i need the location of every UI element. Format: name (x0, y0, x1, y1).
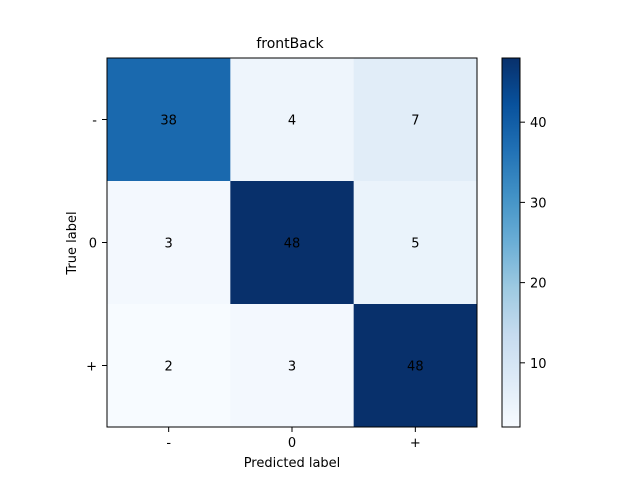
y-tick-label-0: - (92, 114, 97, 129)
x-tick-label-0: - (166, 436, 171, 451)
colorbar-frame (501, 57, 521, 428)
heatmap-cell-2-2 (353, 304, 478, 428)
heatmap-value-0-0: 38 (160, 114, 177, 129)
heatmap-value-2-0: 2 (165, 360, 173, 375)
colorbar-tick-label-1: 20 (530, 277, 547, 292)
heatmap-value-2-1: 3 (288, 360, 296, 375)
heatmap-cell-1-0 (107, 181, 231, 305)
x-axis-label: Predicted label (244, 456, 341, 471)
y-axis-label: True label (65, 211, 80, 275)
heatmap-value-2-2: 48 (407, 360, 424, 375)
colorbar-ticks: 10 20 30 40 (520, 116, 547, 372)
x-axis: - 0 + (166, 427, 421, 451)
heatmap-cell-1-1 (230, 181, 355, 305)
colorbar (502, 58, 520, 427)
heatmap-cell-2-1 (230, 304, 355, 428)
y-axis: - 0 + (86, 114, 107, 375)
colorbar-tick-label-2: 30 (530, 196, 547, 211)
colorbar-tick-label-3: 40 (530, 116, 547, 131)
colorbar-tick-label-0: 10 (530, 357, 547, 372)
heatmap-cell-0-1 (230, 58, 355, 182)
y-tick-label-1: 0 (89, 237, 97, 252)
heatmap-cell-1-2 (353, 181, 478, 305)
heatmap-cell-0-0 (107, 58, 231, 182)
x-tick-label-2: + (410, 436, 421, 451)
heatmap-value-1-1: 48 (284, 237, 301, 252)
heatmap-cell-0-2 (353, 58, 478, 182)
heatmap-value-0-2: 7 (411, 114, 419, 129)
heatmap-value-1-0: 3 (165, 237, 173, 252)
heatmap-value-1-2: 5 (411, 237, 419, 252)
heatmap-cells (107, 58, 478, 428)
x-tick-label-1: 0 (288, 436, 296, 451)
chart-title: frontBack (256, 36, 324, 52)
heatmap-value-0-1: 4 (288, 114, 296, 129)
heatmap-cell-2-0 (107, 304, 231, 428)
y-tick-label-2: + (86, 360, 97, 375)
heatmap-value-labels: 38 4 7 3 48 5 2 3 48 (160, 114, 423, 375)
